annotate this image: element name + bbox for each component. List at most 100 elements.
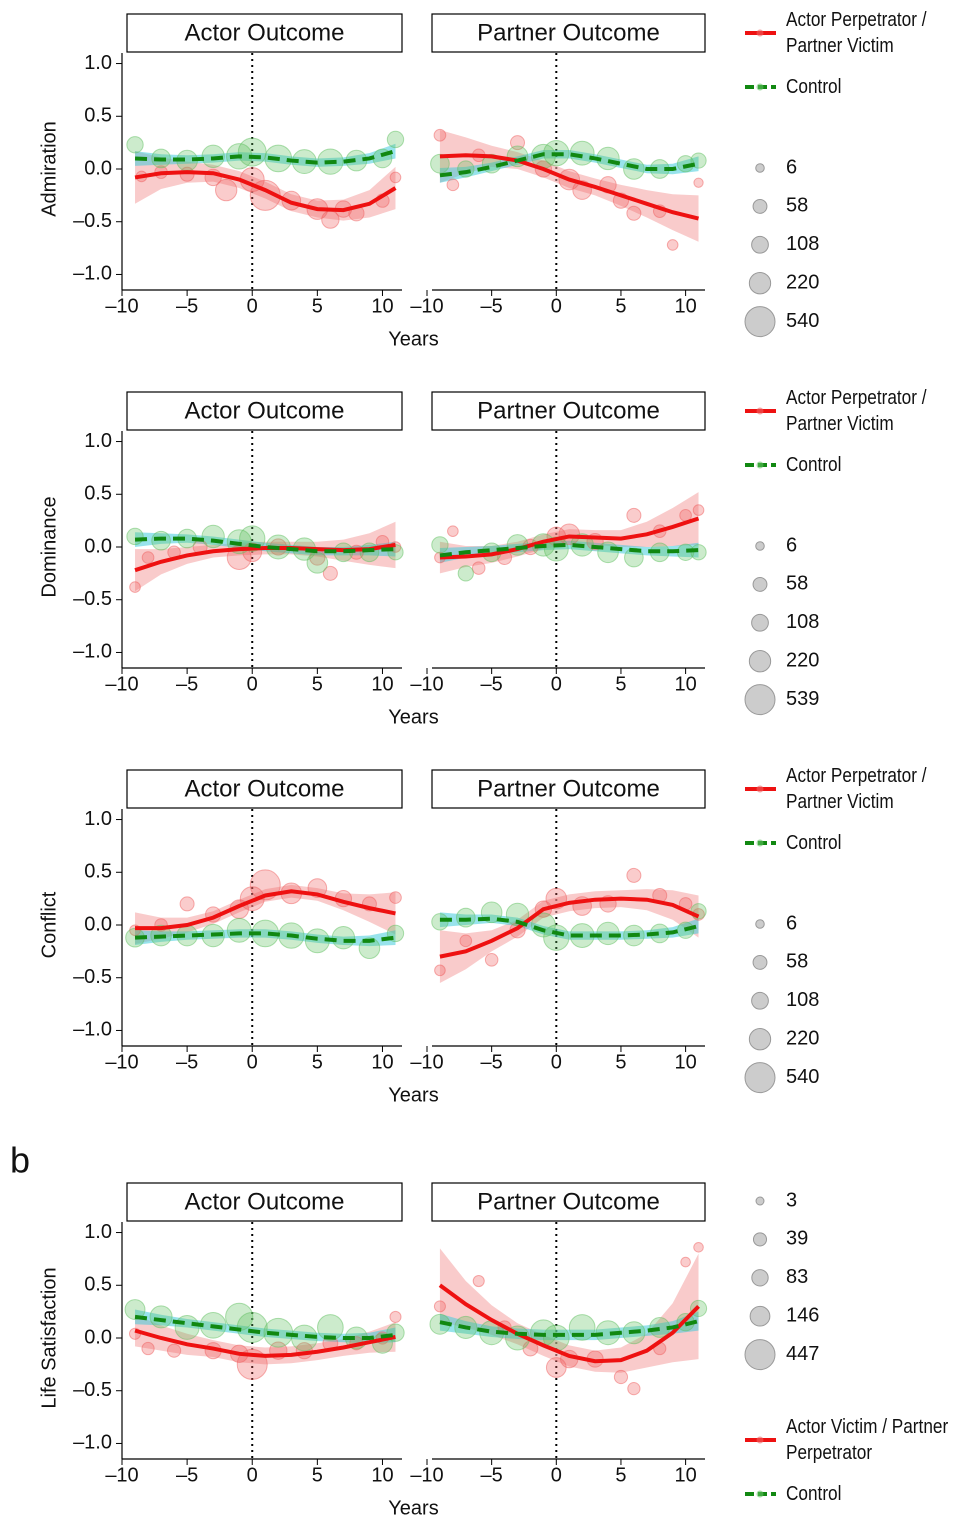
size-legend-label: 3 (786, 1189, 797, 1211)
y-axis-label: Life Satisfaction (38, 1267, 60, 1408)
fit-line (134, 536, 396, 554)
confidence-band (135, 151, 396, 221)
data-point (623, 158, 645, 180)
data-point (434, 964, 446, 977)
x-tick-label: –5 (481, 1051, 503, 1073)
y-tick-label: 1.0 (84, 808, 112, 830)
size-legend-label: 220 (786, 271, 819, 293)
y-tick-label: –1.0 (73, 263, 112, 285)
data-point (358, 937, 381, 960)
data-point (596, 921, 620, 946)
y-tick-label: 0.5 (84, 861, 112, 883)
data-point (201, 144, 225, 169)
data-point (149, 1305, 173, 1329)
legend-dot (756, 1436, 764, 1444)
strip (126, 391, 403, 431)
data-point (457, 565, 474, 582)
size-legend-marker (744, 684, 776, 716)
legend-dot (756, 29, 764, 37)
data-point (472, 1275, 485, 1288)
data-point (126, 527, 144, 546)
size-legend-label: 58 (786, 573, 808, 595)
data-point (471, 561, 486, 575)
x-tick-label: 10 (371, 295, 393, 317)
x-tick-label: 5 (312, 1051, 323, 1073)
data-point (569, 140, 595, 166)
x-tick-label: 5 (615, 295, 626, 317)
x-tick-label: –5 (481, 673, 503, 695)
legend-dot (756, 1490, 764, 1498)
data-point (446, 178, 460, 192)
data-point (129, 581, 141, 593)
y-tick-label: –0.5 (73, 1379, 112, 1401)
size-legend-label: 108 (786, 611, 819, 633)
fit-line (134, 170, 397, 213)
confidence-band (135, 1309, 396, 1344)
data-point (455, 907, 476, 928)
x-tick-label: –10 (410, 1051, 443, 1073)
legend-dot (756, 407, 764, 415)
y-tick-label: 0.0 (84, 913, 112, 935)
data-point (237, 137, 267, 167)
legend-label: Actor Perpetrator / Partner Victim (786, 387, 927, 435)
x-tick-label: –10 (105, 673, 138, 695)
size-legend-marker (748, 650, 772, 673)
fit-line (438, 1283, 700, 1364)
y-tick-label: 0.0 (84, 535, 112, 557)
legend-dot (756, 839, 764, 847)
legend-dot (756, 461, 764, 469)
data-point (447, 525, 459, 537)
legend-entry: Actor Perpetrator / Partner Victim (786, 765, 927, 813)
y-axis-label: Conflict (38, 891, 60, 958)
data-point (433, 1300, 446, 1313)
data-point (236, 1311, 268, 1343)
confidence-band (439, 1248, 699, 1373)
legend-label: Actor Perpetrator / Partner Victim (786, 9, 927, 57)
size-legend-marker (748, 272, 772, 295)
x-tick-label: 10 (674, 295, 696, 317)
x-tick-label: 0 (551, 1464, 562, 1486)
data-point (433, 128, 447, 142)
x-tick-label: 10 (371, 1051, 393, 1073)
data-point (179, 896, 195, 912)
size-legend-label: 540 (786, 310, 819, 332)
legend-label: Control (786, 76, 842, 98)
size-legend-label: 6 (786, 912, 797, 934)
x-tick-label: 0 (247, 295, 258, 317)
data-point (331, 925, 356, 950)
strip (126, 769, 403, 809)
data-point (693, 1242, 704, 1253)
data-point (306, 552, 329, 574)
x-tick-label: –10 (105, 1051, 138, 1073)
size-legend-marker (751, 235, 769, 254)
size-legend-label: 539 (786, 688, 819, 710)
legend-entry: Control (786, 76, 842, 98)
x-tick-label: 5 (615, 673, 626, 695)
data-point (626, 507, 642, 523)
fit-line (439, 152, 699, 178)
data-point (141, 1341, 155, 1356)
size-legend-marker (744, 306, 776, 338)
x-tick-label: 5 (615, 1464, 626, 1486)
size-legend-marker (751, 1269, 769, 1287)
legend-label: Actor Victim / Partner Perpetrator (786, 1416, 949, 1464)
strip (126, 1182, 403, 1222)
confidence-band (135, 1314, 396, 1365)
x-tick-label: 5 (312, 295, 323, 317)
x-tick-label: 0 (247, 673, 258, 695)
fit-line (134, 931, 396, 943)
x-tick-label: 10 (674, 1051, 696, 1073)
legend-entry: Control (786, 832, 842, 854)
data-point (693, 177, 704, 188)
x-tick-label: 10 (371, 673, 393, 695)
data-point (626, 867, 642, 883)
y-tick-label: 0.5 (84, 105, 112, 127)
y-axis-label: Admiration (38, 121, 60, 217)
data-point (386, 130, 405, 149)
confidence-band (439, 889, 699, 983)
y-tick-label: 0.5 (84, 1274, 112, 1296)
legend-label: Control (786, 832, 842, 854)
x-tick-label: 0 (551, 673, 562, 695)
size-legend-label: 146 (786, 1304, 819, 1326)
